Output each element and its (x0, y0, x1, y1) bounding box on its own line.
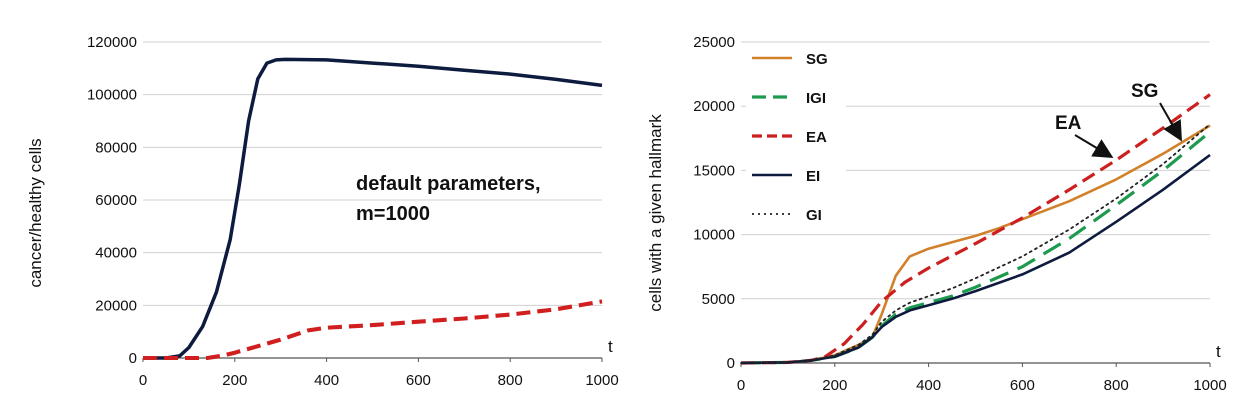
left-chart: 0 20000 40000 60000 80000 100000 120000 0 200 40… (26, 34, 619, 389)
left-series-line-1 (143, 299, 603, 361)
y-tick-label: 15000 (693, 162, 735, 179)
y-tick-label: 25000 (693, 34, 735, 51)
series-line-gi (740, 123, 1211, 364)
annotation-sg-arrow (1159, 102, 1182, 142)
annotation-sg-label: SG (1131, 81, 1158, 102)
y-tick-label: 0 (727, 355, 735, 372)
x-tick-label: 400 (314, 372, 339, 389)
y-tick-label: 5000 (702, 291, 735, 308)
left-series-line-0 (143, 57, 603, 360)
y-tick-label: 120000 (87, 34, 137, 51)
y-tick-label: 60000 (95, 192, 137, 209)
series-line-igi (740, 130, 1212, 365)
x-tick-label: 800 (1104, 377, 1129, 394)
left-x-tick-labels: 0 200 400 600 800 1000 (139, 358, 619, 389)
y-tick-label: 20000 (95, 297, 137, 314)
right-y-axis-title: cells with a given hallmark (646, 114, 665, 312)
left-gridlines (143, 41, 602, 306)
x-tick-label: 400 (916, 377, 941, 394)
left-annotation-line-1: default parameters, (356, 173, 541, 195)
x-tick-label: 0 (737, 377, 745, 394)
x-tick-label: 600 (1010, 377, 1035, 394)
left-series-group (143, 57, 603, 361)
x-tick-label: 800 (498, 372, 523, 389)
legend-label-ea: EA (806, 129, 827, 146)
x-tick-label: 200 (222, 372, 247, 389)
annotation-ea-arrow (1074, 134, 1114, 159)
x-tick-label: 1000 (1193, 377, 1226, 394)
y-tick-label: 10000 (693, 227, 735, 244)
y-tick-label: 20000 (693, 98, 735, 115)
left-y-axis-title: cancer/healthy cells (26, 138, 45, 287)
legend-label-gi: GI (806, 207, 822, 224)
legend-label-sg: SG (806, 51, 828, 68)
right-chart: 0 5000 10000 15000 20000 25000 0 200 400 600 800 1… (646, 34, 1227, 394)
left-annotation-line-2: m=1000 (356, 203, 430, 225)
right-y-tick-labels: 0 5000 10000 15000 20000 25000 (693, 34, 735, 372)
right-x-tick-labels: 0 200 400 600 800 1000 (737, 363, 1227, 394)
y-tick-label: 100000 (87, 87, 137, 104)
x-tick-label: 1000 (585, 372, 618, 389)
x-tick-label: 600 (406, 372, 431, 389)
legend-background (746, 44, 846, 230)
right-series-group (740, 93, 1212, 365)
right-x-axis-title: t (1216, 342, 1221, 361)
annotation-ea-label: EA (1055, 113, 1082, 134)
y-tick-label: 0 (129, 350, 137, 367)
y-tick-label: 80000 (95, 139, 137, 156)
right-annotations: SG EA (1055, 81, 1182, 159)
y-tick-label: 40000 (95, 245, 137, 262)
legend-label-ei: EI (806, 168, 820, 185)
left-x-axis-title: t (608, 337, 613, 356)
right-legend: SG IGI EA EI GI (746, 44, 846, 230)
left-y-tick-labels: 0 20000 40000 60000 80000 100000 120000 (87, 34, 137, 367)
x-tick-label: 0 (139, 372, 147, 389)
legend-label-igi: IGI (806, 90, 826, 107)
x-tick-label: 200 (822, 377, 847, 394)
